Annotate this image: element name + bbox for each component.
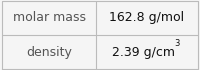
Text: 2.39 g/cm: 2.39 g/cm bbox=[112, 46, 175, 59]
Text: 3: 3 bbox=[175, 39, 180, 48]
Text: 162.8 g/mol: 162.8 g/mol bbox=[109, 11, 185, 24]
Text: molar mass: molar mass bbox=[13, 11, 86, 24]
Text: density: density bbox=[26, 46, 72, 59]
